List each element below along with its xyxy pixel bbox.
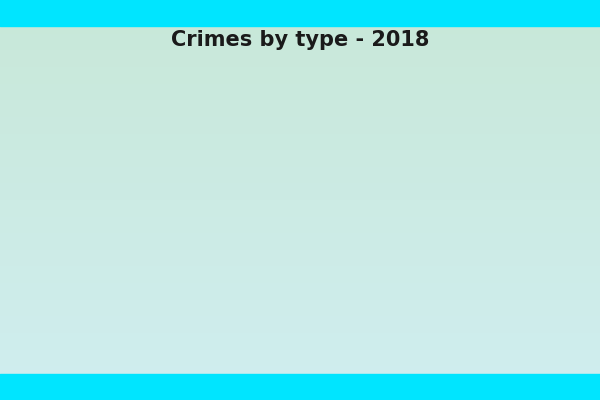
Text: Burglaries (16.9%): Burglaries (16.9%)	[24, 134, 379, 208]
Text: Rapes (3.6%): Rapes (3.6%)	[347, 140, 487, 326]
Text: Crimes by type - 2018: Crimes by type - 2018	[171, 30, 429, 50]
Wedge shape	[280, 215, 346, 304]
Text: Arson (31.3%): Arson (31.3%)	[224, 163, 364, 364]
Text: Assaults (4.8%): Assaults (4.8%)	[39, 190, 376, 239]
Wedge shape	[280, 113, 381, 291]
Wedge shape	[179, 215, 328, 316]
Wedge shape	[250, 113, 280, 215]
Wedge shape	[178, 194, 280, 224]
Wedge shape	[181, 118, 280, 215]
Text: City-Data.com: City-Data.com	[370, 66, 449, 76]
Text: Thefts (38.6%): Thefts (38.6%)	[316, 120, 502, 208]
Text: Auto thefts (4.8%): Auto thefts (4.8%)	[259, 50, 379, 226]
Circle shape	[379, 55, 395, 71]
